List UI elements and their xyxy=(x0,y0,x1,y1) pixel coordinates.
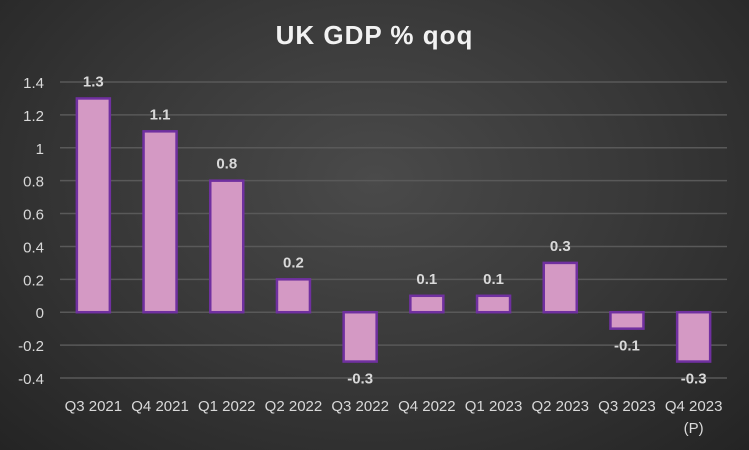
x-tick-label: Q4 2021 xyxy=(131,398,189,415)
y-tick-label: 0.8 xyxy=(23,174,44,191)
x-tick-label: Q3 2023 xyxy=(598,398,656,415)
y-tick-label: -0.4 xyxy=(18,371,44,388)
x-tick-label: Q2 2023 xyxy=(531,398,589,415)
y-tick-label: 0.6 xyxy=(23,207,44,224)
data-label: 0.1 xyxy=(416,271,437,288)
chart-title: UK GDP % qoq xyxy=(275,20,474,50)
y-tick-label: 0.2 xyxy=(23,272,44,289)
x-tick-label: Q1 2022 xyxy=(198,398,256,415)
x-tick-label: Q4 2023 xyxy=(665,398,723,415)
bar xyxy=(475,294,512,314)
data-label: -0.1 xyxy=(614,338,640,355)
data-label: -0.3 xyxy=(681,371,707,388)
x-tick-label: Q3 2022 xyxy=(331,398,389,415)
x-tick-label: Q4 2022 xyxy=(398,398,456,415)
data-label: -0.3 xyxy=(347,371,373,388)
y-tick-label: 1.4 xyxy=(23,75,44,92)
y-tick-label: 0.4 xyxy=(23,239,44,256)
y-tick-label: 1.2 xyxy=(23,108,44,125)
x-tick-label: Q2 2022 xyxy=(265,398,323,415)
y-tick-label: 0 xyxy=(36,305,44,322)
data-label: 0.8 xyxy=(216,156,237,173)
bar xyxy=(209,179,245,314)
bar xyxy=(142,130,178,314)
y-tick-label: 1 xyxy=(36,141,44,158)
data-label: 0.3 xyxy=(550,238,571,255)
bar xyxy=(609,310,645,330)
data-label: 0.2 xyxy=(283,254,304,271)
data-label: 1.1 xyxy=(150,106,171,123)
bar xyxy=(675,310,712,363)
data-label: 0.1 xyxy=(483,271,504,288)
x-tick-label: Q1 2023 xyxy=(465,398,523,415)
data-label: 1.3 xyxy=(83,73,104,90)
bar xyxy=(75,97,112,314)
bar xyxy=(542,261,578,314)
bar xyxy=(342,310,378,363)
x-tick-label: Q3 2021 xyxy=(65,398,123,415)
bar xyxy=(409,294,445,314)
x-tick-label: (P) xyxy=(684,420,704,437)
y-tick-label: -0.2 xyxy=(18,338,44,355)
bar xyxy=(275,278,312,314)
